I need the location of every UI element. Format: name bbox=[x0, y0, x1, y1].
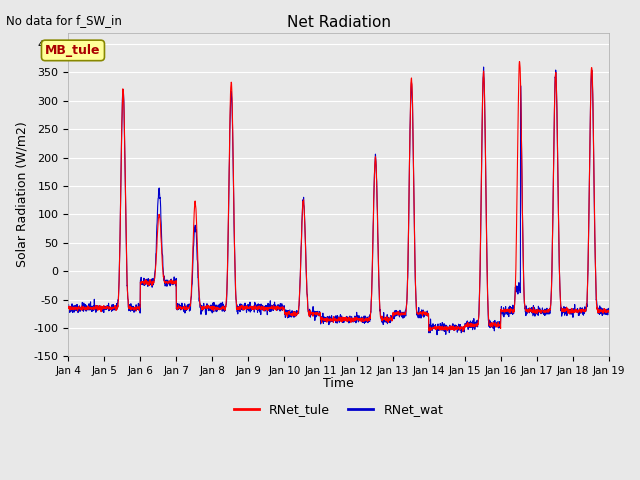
RNet_wat bbox=[480, 64, 488, 70]
RNet_wat bbox=[557, 305, 565, 311]
X-axis label: Time: Time bbox=[323, 377, 354, 390]
RNet_wat bbox=[605, 309, 612, 314]
RNet_tule bbox=[215, 305, 223, 311]
Line: RNet_wat: RNet_wat bbox=[68, 67, 609, 335]
RNet_tule bbox=[573, 307, 580, 313]
RNet_tule bbox=[354, 316, 362, 322]
RNet_tule bbox=[459, 328, 467, 334]
RNet_tule bbox=[516, 59, 524, 64]
Legend: RNet_tule, RNet_wat: RNet_tule, RNet_wat bbox=[228, 398, 449, 421]
RNet_tule bbox=[605, 308, 612, 313]
RNet_tule bbox=[65, 305, 72, 311]
RNet_wat bbox=[366, 319, 374, 324]
RNet_wat bbox=[433, 332, 441, 337]
RNet_wat bbox=[496, 323, 504, 329]
RNet_wat bbox=[215, 305, 223, 311]
RNet_wat bbox=[65, 305, 72, 311]
Y-axis label: Solar Radiation (W/m2): Solar Radiation (W/m2) bbox=[15, 121, 28, 267]
Title: Net Radiation: Net Radiation bbox=[287, 15, 390, 30]
Text: No data for f_SW_in: No data for f_SW_in bbox=[6, 14, 122, 27]
Line: RNet_tule: RNet_tule bbox=[68, 61, 609, 331]
RNet_tule bbox=[496, 323, 504, 328]
Text: MB_tule: MB_tule bbox=[45, 44, 100, 57]
RNet_tule bbox=[557, 307, 565, 312]
RNet_wat bbox=[354, 315, 362, 321]
RNet_wat bbox=[573, 307, 580, 313]
RNet_tule bbox=[366, 315, 374, 321]
